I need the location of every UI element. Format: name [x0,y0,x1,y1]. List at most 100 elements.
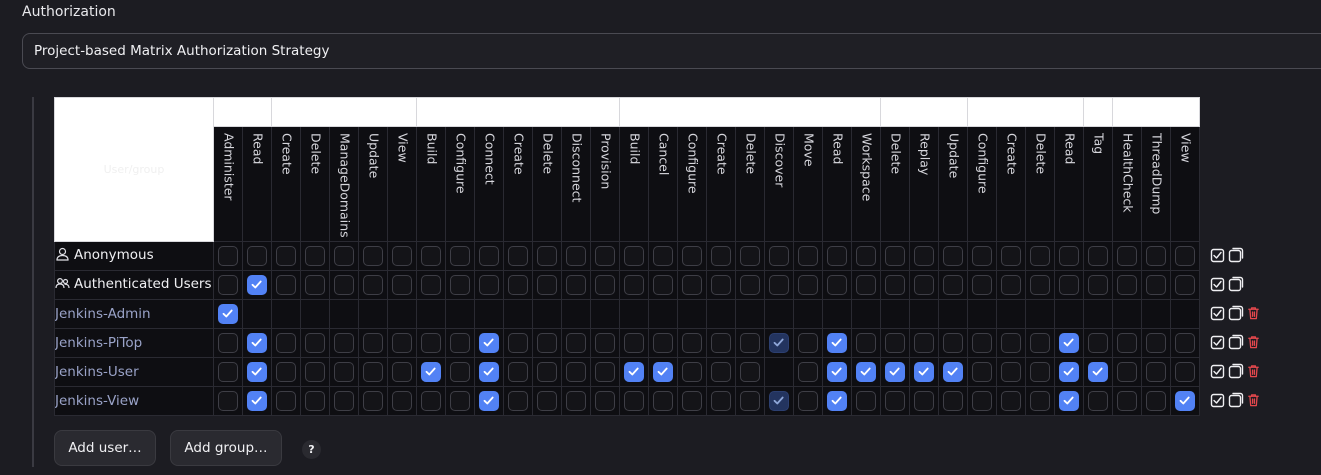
user-group-name-cell[interactable]: Jenkins-View [54,386,214,416]
permission-checkbox[interactable] [682,391,702,412]
permission-checkbox[interactable] [798,391,818,412]
permission-checkbox[interactable] [479,391,499,412]
permission-checkbox[interactable] [508,275,528,296]
permission-checkbox[interactable] [508,362,528,383]
permission-checkbox[interactable] [914,333,934,354]
permission-checkbox[interactable] [508,333,528,354]
permission-checkbox[interactable] [392,246,412,267]
permission-checkbox[interactable] [450,275,470,296]
permission-checkbox[interactable] [1030,333,1050,354]
permission-checkbox[interactable] [218,362,238,383]
permission-checkbox[interactable] [537,362,557,383]
permission-checkbox[interactable] [363,246,383,267]
permission-checkbox[interactable] [711,275,731,296]
permission-checkbox[interactable] [1059,246,1079,267]
permission-checkbox[interactable] [1088,391,1108,412]
permission-checkbox[interactable] [421,333,441,354]
permission-checkbox[interactable] [363,333,383,354]
permission-checkbox[interactable] [450,333,470,354]
permission-checkbox[interactable] [711,333,731,354]
permission-checkbox[interactable] [856,333,876,354]
permission-checkbox[interactable] [363,391,383,412]
permission-checkbox[interactable] [1030,275,1050,296]
permission-checkbox[interactable] [1146,362,1166,383]
permission-checkbox[interactable] [247,362,267,383]
unselect-all-icon[interactable] [1228,334,1244,350]
permission-checkbox[interactable] [218,333,238,354]
permission-checkbox[interactable] [1030,362,1050,383]
select-all-icon[interactable] [1210,392,1226,408]
permission-checkbox[interactable] [595,246,615,267]
permission-checkbox[interactable] [1117,246,1137,267]
permission-checkbox[interactable] [276,275,296,296]
permission-checkbox[interactable] [566,362,586,383]
permission-checkbox[interactable] [537,275,557,296]
permission-checkbox[interactable] [740,362,760,383]
permission-checkbox[interactable] [218,391,238,412]
unselect-all-icon[interactable] [1228,276,1244,292]
permission-checkbox[interactable] [1030,246,1050,267]
permission-checkbox[interactable] [769,275,789,296]
permission-checkbox[interactable] [392,391,412,412]
permission-checkbox[interactable] [1117,391,1137,412]
permission-checkbox[interactable] [1146,275,1166,296]
permission-checkbox[interactable] [392,275,412,296]
permission-checkbox[interactable] [1146,333,1166,354]
permission-checkbox[interactable] [334,275,354,296]
permission-checkbox[interactable] [885,333,905,354]
permission-checkbox[interactable] [914,246,934,267]
permission-checkbox[interactable] [1117,362,1137,383]
permission-checkbox[interactable] [856,275,876,296]
permission-checkbox[interactable] [1059,362,1079,383]
permission-checkbox[interactable] [682,246,702,267]
permission-checkbox[interactable] [276,362,296,383]
permission-checkbox[interactable] [218,246,238,267]
permission-checkbox[interactable] [247,391,267,412]
permission-checkbox[interactable] [1030,391,1050,412]
permission-checkbox[interactable] [1175,391,1195,412]
permission-checkbox[interactable] [943,275,963,296]
permission-checkbox[interactable] [508,246,528,267]
delete-icon[interactable] [1246,392,1261,408]
permission-checkbox[interactable] [595,362,615,383]
permission-checkbox[interactable] [363,362,383,383]
permission-checkbox[interactable] [769,333,789,354]
permission-checkbox[interactable] [1001,333,1021,354]
permission-checkbox[interactable] [566,333,586,354]
permission-checkbox[interactable] [450,246,470,267]
user-group-name-cell[interactable]: Jenkins-User [54,357,214,387]
permission-checkbox[interactable] [1117,333,1137,354]
unselect-all-icon[interactable] [1228,363,1244,379]
permission-checkbox[interactable] [566,391,586,412]
permission-checkbox[interactable] [827,391,847,412]
unselect-all-icon[interactable] [1228,305,1244,321]
delete-icon[interactable] [1246,334,1261,350]
permission-checkbox[interactable] [827,362,847,383]
permission-checkbox[interactable] [247,333,267,354]
permission-checkbox[interactable] [740,246,760,267]
permission-checkbox[interactable] [653,391,673,412]
permission-checkbox[interactable] [421,275,441,296]
permission-checkbox[interactable] [624,275,644,296]
permission-checkbox[interactable] [653,275,673,296]
select-all-icon[interactable] [1210,247,1226,263]
permission-checkbox[interactable] [624,246,644,267]
permission-checkbox[interactable] [479,333,499,354]
permission-checkbox[interactable] [305,246,325,267]
permission-checkbox[interactable] [566,275,586,296]
permission-checkbox[interactable] [363,275,383,296]
permission-checkbox[interactable] [1001,391,1021,412]
permission-checkbox[interactable] [450,362,470,383]
permission-checkbox[interactable] [1059,275,1079,296]
permission-checkbox[interactable] [218,275,238,296]
unselect-all-icon[interactable] [1228,392,1244,408]
permission-checkbox[interactable] [566,246,586,267]
permission-checkbox[interactable] [305,362,325,383]
permission-checkbox[interactable] [711,246,731,267]
permission-checkbox[interactable] [624,391,644,412]
permission-checkbox[interactable] [798,246,818,267]
permission-checkbox[interactable] [421,391,441,412]
permission-checkbox[interactable] [711,362,731,383]
permission-checkbox[interactable] [972,246,992,267]
permission-checkbox[interactable] [682,275,702,296]
